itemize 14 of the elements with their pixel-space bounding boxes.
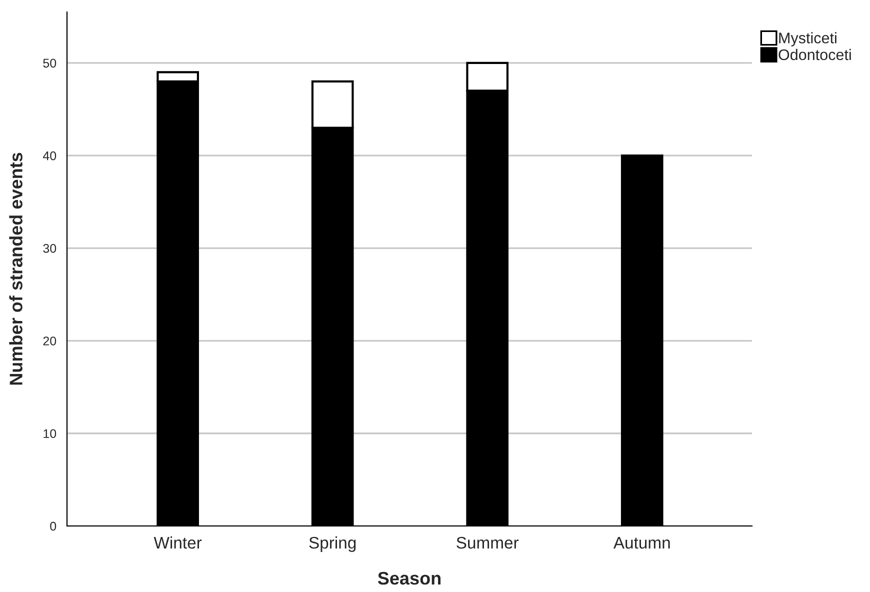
legend-label: Odontoceti (778, 48, 851, 60)
y-tick-label: 40 (42, 151, 56, 160)
y-tick-label: 0 (50, 522, 56, 531)
y-tick-label: 20 (43, 336, 56, 346)
x-tick-label: Spring (309, 536, 356, 552)
y-tick-label: 30 (43, 244, 56, 253)
y-tick-label: 50 (43, 58, 56, 68)
x-tick-label: Winter (154, 536, 202, 549)
x-tick-label: Autumn (613, 537, 670, 549)
y-axis-title: Number of stranded events (9, 152, 22, 385)
legend-label: Mysticeti (779, 32, 836, 46)
y-tick-label: 10 (44, 429, 56, 438)
x-tick-label: Summer (456, 536, 519, 549)
x-axis-title: Season (378, 572, 440, 585)
